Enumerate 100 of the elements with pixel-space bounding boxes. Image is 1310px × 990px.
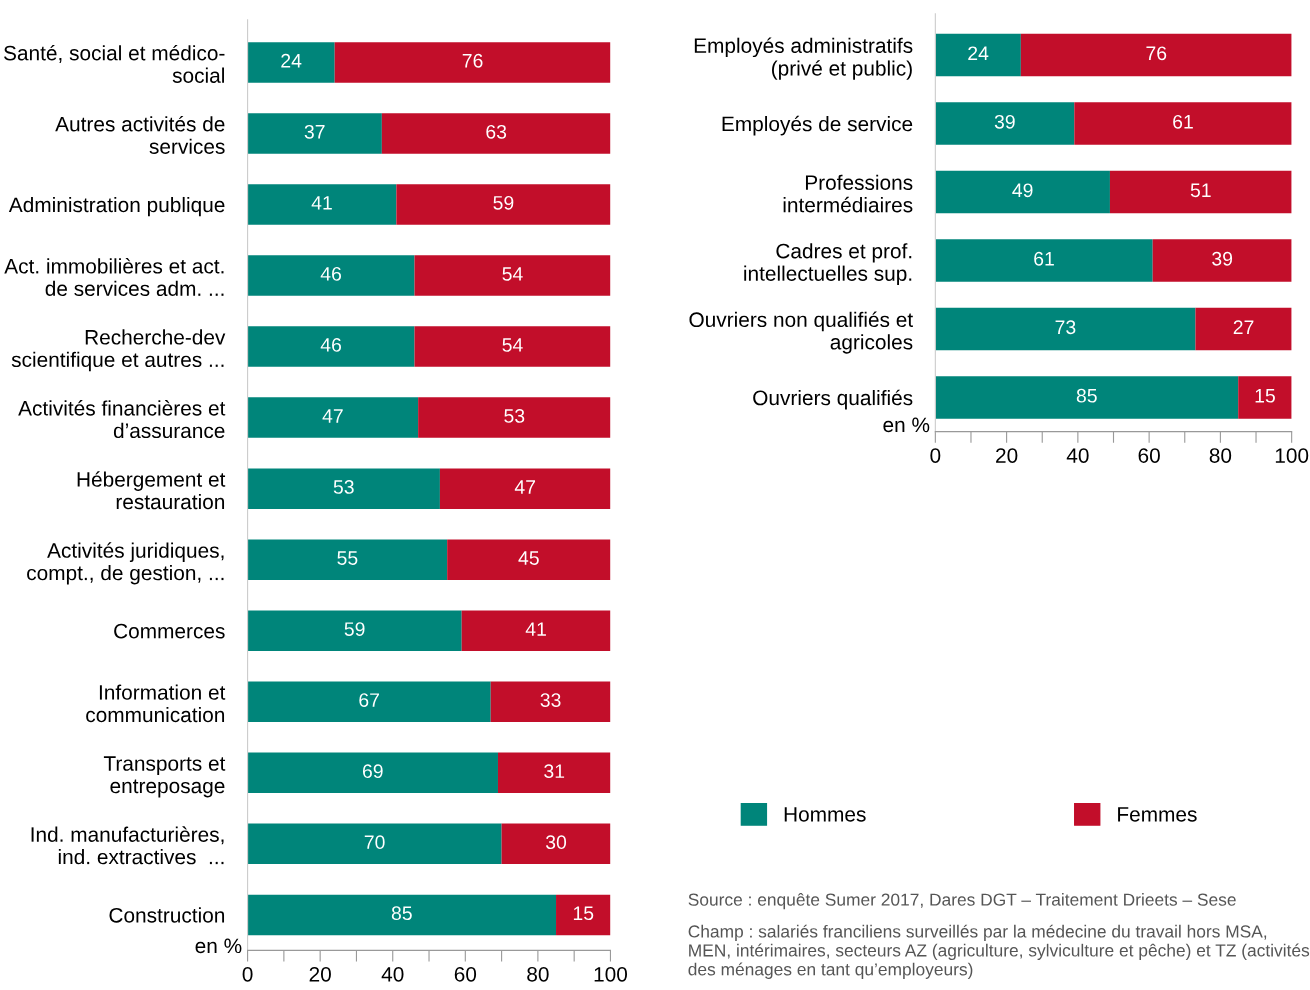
data-label: 67 — [359, 693, 379, 707]
text: Champ : salariés franciliens surveillés par la médecine du travail hors MSA, MEN, intérimaires, secteurs AZ (agriculture, sylviculture et pêche) et TZ (activités des ménages en tant qu’employeurs) — [688, 924, 1310, 979]
data-label: 33 — [540, 693, 561, 707]
bar — [490, 681, 611, 723]
y-tick-label: Ouvriers non qualifiés et agricoles — [689, 311, 913, 354]
data-label: 63 — [486, 124, 507, 139]
data-label: 59 — [493, 195, 514, 210]
data-label: 27 — [1233, 320, 1254, 334]
bar — [247, 326, 415, 367]
bar — [439, 468, 611, 509]
bar — [247, 184, 397, 225]
bar — [414, 326, 611, 367]
bar — [247, 468, 440, 509]
data-label: 61 — [1173, 114, 1193, 129]
data-label: 46 — [320, 338, 342, 352]
bar — [1152, 239, 1292, 282]
data-label: 49 — [1012, 183, 1033, 198]
data-label: 54 — [502, 267, 523, 281]
data-label: 37 — [304, 124, 325, 139]
x-tick-label: 60 — [1138, 448, 1160, 463]
x-tick-label: 20 — [996, 448, 1018, 463]
bar — [935, 307, 1196, 351]
y-tick-label: Information et communication — [86, 684, 226, 723]
data-label: 85 — [1076, 388, 1097, 403]
legend-label: Hommes — [784, 807, 866, 822]
bar — [497, 752, 611, 794]
bar — [247, 894, 557, 936]
y-tick-label: Professions intermédiaires — [783, 174, 913, 213]
data-label: 70 — [364, 835, 385, 850]
y-tick-label: Act. immobilières et act. de services adm. ... — [4, 258, 224, 297]
bar — [247, 113, 382, 154]
bar — [247, 610, 462, 651]
data-label: 24 — [281, 53, 302, 68]
y-tick-label: Construction — [109, 907, 225, 923]
data-label: 59 — [344, 622, 365, 636]
x-axis-title: en % — [195, 938, 242, 954]
data-label: 85 — [391, 906, 412, 921]
data-label: 15 — [573, 906, 594, 921]
bar — [334, 42, 611, 83]
bar — [414, 255, 611, 296]
bar — [247, 823, 502, 865]
x-tick-label: 100 — [1275, 448, 1309, 463]
bar — [247, 397, 419, 438]
y-tick-label: Ouvriers qualifiés — [753, 389, 913, 410]
x-tick-label: 40 — [381, 966, 404, 982]
bar — [1109, 170, 1292, 214]
y-tick-label: Ind. manufacturières, ind. extractives ... — [31, 826, 224, 865]
bar — [247, 42, 335, 83]
bar — [247, 255, 415, 296]
bar — [247, 752, 498, 794]
data-label: 73 — [1055, 320, 1076, 335]
bar — [447, 539, 611, 580]
data-label: 45 — [518, 551, 539, 565]
bar — [501, 823, 611, 865]
bar — [418, 397, 611, 438]
bar — [1238, 376, 1292, 419]
bar — [396, 184, 611, 225]
data-label: 15 — [1255, 389, 1275, 403]
y-tick-label: Activités financières et d’assurance — [18, 400, 226, 439]
y-tick-label: Commerces — [114, 623, 225, 639]
data-label: 53 — [504, 409, 525, 423]
y-tick-label: Administration publique — [8, 196, 225, 217]
y-tick-label: Cadres et prof. intellectuelles sup. — [744, 243, 912, 286]
bar — [935, 102, 1075, 145]
x-tick-label: 60 — [454, 966, 477, 982]
data-label: 39 — [994, 114, 1015, 129]
data-label: 61 — [1034, 251, 1054, 266]
data-label: 41 — [525, 622, 546, 636]
y-tick-label: Santé, social et médico- social — [4, 44, 225, 83]
bar — [461, 610, 611, 651]
data-label: 76 — [462, 53, 483, 68]
data-label: 41 — [311, 196, 332, 210]
x-tick-label: 40 — [1066, 448, 1089, 463]
legend-label: Femmes — [1118, 807, 1197, 822]
bar — [1074, 102, 1292, 145]
bar — [381, 113, 611, 154]
bar — [556, 894, 611, 936]
y-tick-label: Autres activités de services — [55, 115, 225, 154]
y-tick-label: Activités juridiques, compt., de gestion, ... — [27, 542, 224, 585]
bar — [247, 681, 491, 723]
y-tick-label: Hébergement et restauration — [77, 471, 226, 510]
bar — [1195, 307, 1292, 351]
y-tick-label: Employés administratifs (privé et public) — [694, 37, 913, 80]
data-label: 69 — [362, 764, 383, 779]
data-label: 39 — [1212, 251, 1233, 266]
data-label: 47 — [514, 480, 536, 494]
x-tick-label: 0 — [930, 448, 941, 463]
y-tick-label: Employés de service — [722, 115, 913, 136]
data-label: 53 — [333, 480, 354, 494]
data-label: 24 — [968, 46, 989, 60]
bar — [935, 376, 1239, 419]
x-tick-label: 100 — [594, 966, 628, 982]
x-tick-label: 20 — [309, 966, 331, 982]
data-label: 54 — [502, 338, 523, 352]
x-tick-label: 80 — [527, 966, 549, 982]
data-label: 46 — [320, 266, 342, 281]
bar — [247, 539, 448, 580]
data-label: 31 — [544, 764, 565, 779]
y-tick-label: Transports et entreposage — [103, 756, 226, 798]
x-tick-label: 80 — [1209, 448, 1232, 463]
